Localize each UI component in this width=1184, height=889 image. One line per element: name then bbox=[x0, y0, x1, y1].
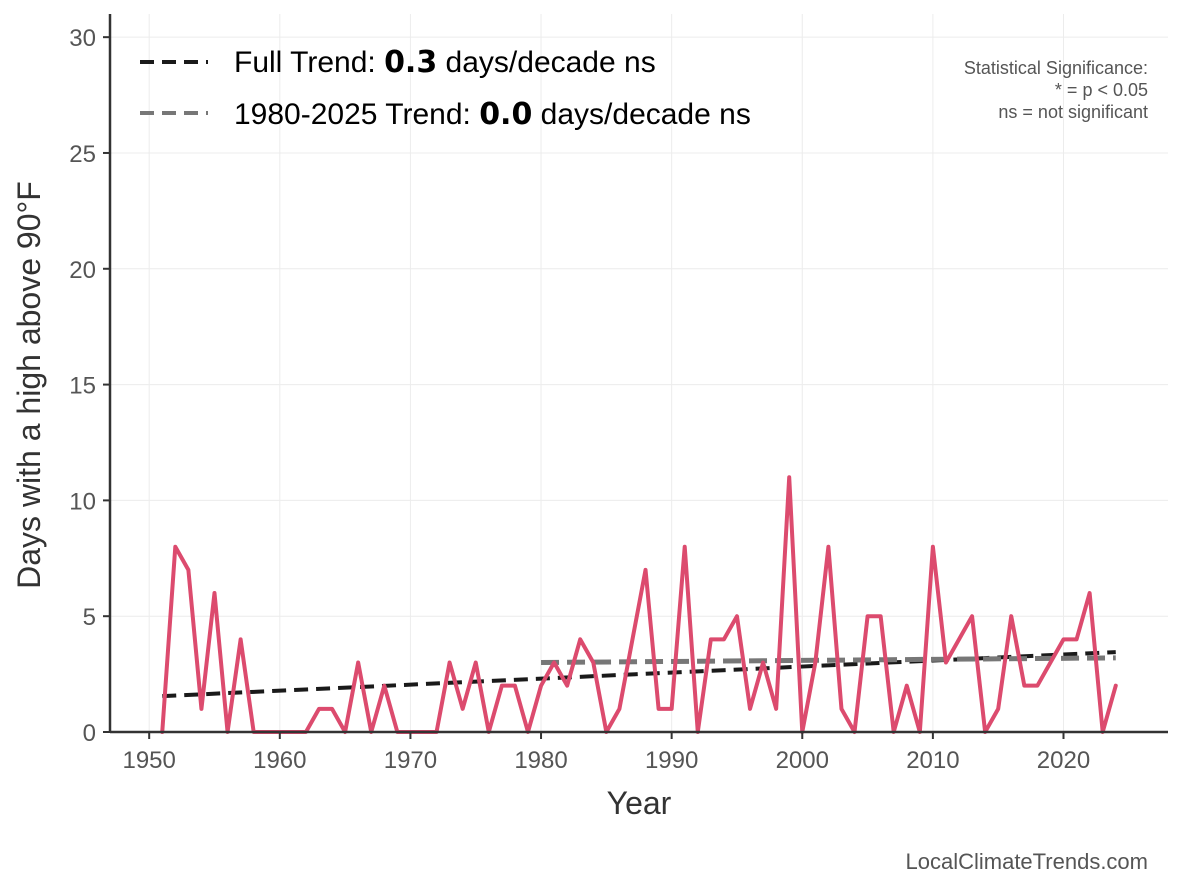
source-credit: LocalClimateTrends.com bbox=[906, 849, 1149, 874]
x-ticks: 1950 1960 1970 1980 1990 2000 2010 2020 bbox=[122, 732, 1090, 774]
y-tick-label-5: 5 bbox=[83, 604, 96, 631]
x-tick-label-2000: 2000 bbox=[776, 747, 829, 774]
significance-line-2: * = p < 0.05 bbox=[1055, 80, 1148, 100]
series-lines bbox=[160, 475, 1118, 734]
x-axis-title: Year bbox=[607, 785, 672, 821]
y-tick-label-20: 20 bbox=[69, 257, 96, 284]
y-ticks: 0 5 10 15 20 25 30 bbox=[69, 25, 110, 747]
series-line-0 bbox=[160, 475, 1118, 734]
y-tick-label-0: 0 bbox=[83, 720, 96, 747]
x-tick-label-1950: 1950 bbox=[122, 747, 175, 774]
significance-line-3: ns = not significant bbox=[998, 102, 1148, 122]
x-tick-label-1990: 1990 bbox=[645, 747, 698, 774]
x-tick-label-1970: 1970 bbox=[384, 747, 437, 774]
x-tick-label-1980: 1980 bbox=[514, 747, 567, 774]
legend-label-full-trend: Full Trend: 0.3 days/decade ns bbox=[234, 45, 656, 80]
significance-note: Statistical Significance: * = p < 0.05 n… bbox=[964, 58, 1148, 122]
y-tick-label-15: 15 bbox=[69, 373, 96, 400]
x-tick-label-2010: 2010 bbox=[906, 747, 959, 774]
y-tick-label-30: 30 bbox=[69, 25, 96, 52]
y-tick-label-10: 10 bbox=[69, 488, 96, 515]
x-tick-label-2020: 2020 bbox=[1037, 747, 1090, 774]
legend-label-1980-trend: 1980-2025 Trend: 0.0 days/decade ns bbox=[234, 97, 751, 132]
significance-line-1: Statistical Significance: bbox=[964, 58, 1148, 78]
y-tick-label-25: 25 bbox=[69, 141, 96, 168]
grid bbox=[110, 14, 1168, 733]
legend: Full Trend: 0.3 days/decade ns 1980-2025… bbox=[140, 45, 751, 132]
y-axis-title: Days with a high above 90°F bbox=[11, 181, 47, 589]
trend-line-full bbox=[162, 650, 1116, 699]
trend-lines bbox=[162, 650, 1116, 699]
x-tick-label-1960: 1960 bbox=[253, 747, 306, 774]
